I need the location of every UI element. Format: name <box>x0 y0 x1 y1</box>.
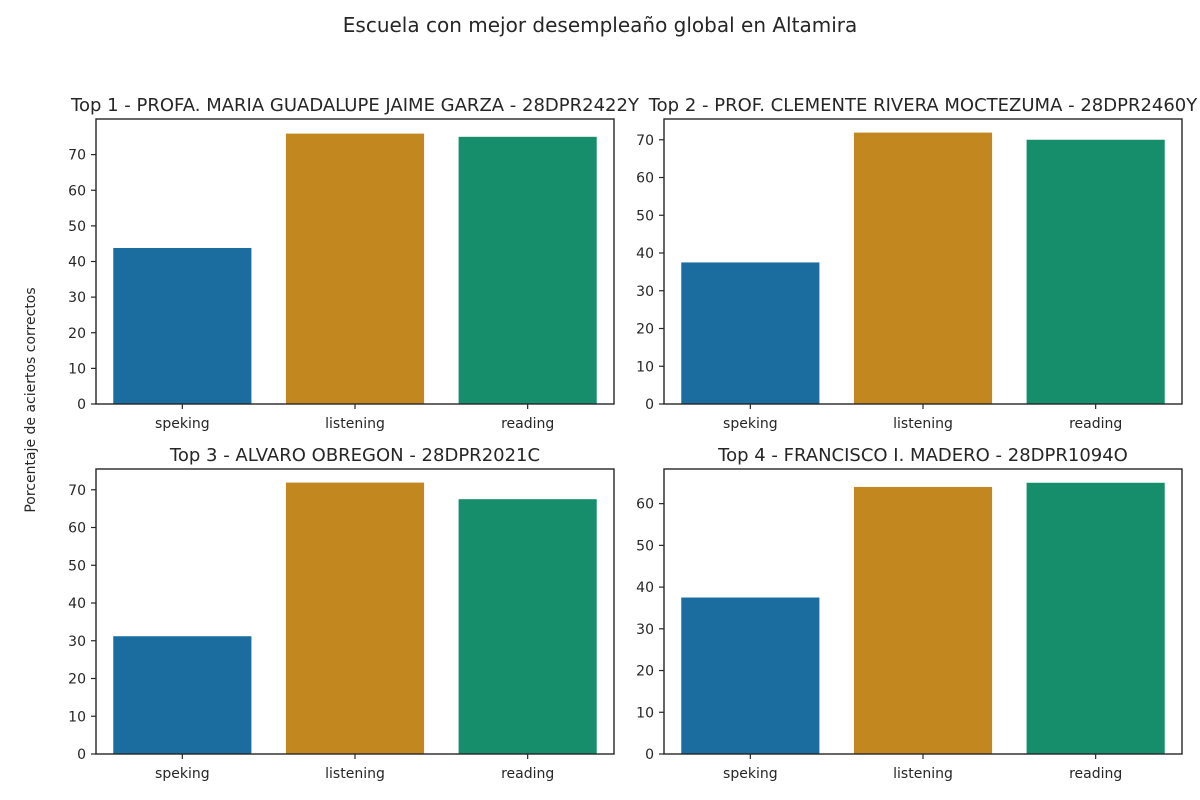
y-tick-label: 10 <box>68 709 86 725</box>
y-tick-label: 60 <box>636 497 654 513</box>
y-tick-label: 20 <box>68 672 86 688</box>
y-tick-label: 30 <box>636 284 654 300</box>
chart-panel-2: Top 2 - PROF. CLEMENTE RIVERA MOCTEZUMA … <box>636 95 1198 432</box>
y-tick-label: 40 <box>68 596 86 612</box>
x-tick-label: listening <box>325 766 385 782</box>
bar-listening <box>853 132 993 404</box>
y-tick-label: 30 <box>68 290 86 306</box>
y-tick-label: 30 <box>68 634 86 650</box>
axes-frame <box>663 118 1183 405</box>
y-tick-label: 0 <box>645 397 654 413</box>
y-tick-label: 50 <box>636 208 654 224</box>
y-tick-label: 50 <box>636 538 654 554</box>
x-tick-label: reading <box>1069 416 1122 432</box>
y-tick-label: 20 <box>68 326 86 342</box>
x-tick-label: reading <box>1069 766 1122 782</box>
chart-panel-3: Top 3 - ALVARO OBREGON - 28DPR2021C speki… <box>68 445 615 782</box>
bar-reading <box>1026 139 1165 404</box>
figure-y-axis-label: Porcentaje de aciertos correctos <box>23 287 39 512</box>
chart-title: Top 2 - PROF. CLEMENTE RIVERA MOCTEZUMA … <box>648 95 1199 116</box>
chart-panel-4: Top 4 - FRANCISCO I. MADERO - 28DPR1094O… <box>636 445 1183 782</box>
y-tick-label: 60 <box>68 521 86 537</box>
x-tick-label: listening <box>893 416 953 432</box>
x-tick-label: listening <box>893 766 953 782</box>
y-tick-label: 70 <box>636 133 654 149</box>
y-tick-label: 10 <box>636 705 654 721</box>
x-tick-label: speking <box>723 766 778 782</box>
bar-reading <box>458 136 597 404</box>
chart-panels: Top 1 - PROFA. MARIA GUADALUPE JAIME GAR… <box>68 95 1198 782</box>
y-tick-label: 0 <box>77 397 86 413</box>
axes-frame <box>95 468 615 755</box>
chart-title: Top 4 - FRANCISCO I. MADERO - 28DPR1094O <box>717 445 1128 466</box>
chart-panel-1: Top 1 - PROFA. MARIA GUADALUPE JAIME GAR… <box>68 95 640 432</box>
bar-reading <box>1026 482 1165 754</box>
bar-speking <box>681 597 820 754</box>
bar-listening <box>853 486 993 754</box>
x-tick-label: speking <box>723 416 778 432</box>
bar-listening <box>285 482 425 754</box>
axes-frame <box>663 468 1183 755</box>
x-tick-label: reading <box>501 416 554 432</box>
y-tick-label: 0 <box>645 747 654 763</box>
figure-suptitle: Escuela con mejor desempleaño global en … <box>343 13 857 37</box>
y-tick-label: 40 <box>636 580 654 596</box>
x-tick-label: speking <box>155 766 210 782</box>
y-tick-label: 60 <box>636 171 654 187</box>
y-tick-label: 10 <box>68 361 86 377</box>
y-tick-label: 0 <box>77 747 86 763</box>
y-tick-label: 20 <box>636 664 654 680</box>
x-tick-label: speking <box>155 416 210 432</box>
y-tick-label: 10 <box>636 359 654 375</box>
bar-speking <box>113 247 252 404</box>
y-tick-label: 20 <box>636 322 654 338</box>
y-tick-label: 70 <box>68 483 86 499</box>
bar-speking <box>681 262 820 404</box>
y-tick-label: 40 <box>636 246 654 262</box>
y-tick-label: 50 <box>68 219 86 235</box>
y-tick-label: 50 <box>68 558 86 574</box>
y-tick-label: 30 <box>636 622 654 638</box>
bar-speking <box>113 636 252 754</box>
chart-title: Top 1 - PROFA. MARIA GUADALUPE JAIME GAR… <box>70 95 640 116</box>
bar-listening <box>285 133 425 404</box>
axes-frame <box>95 118 615 405</box>
x-tick-label: listening <box>325 416 385 432</box>
y-tick-label: 40 <box>68 255 86 271</box>
chart-title: Top 3 - ALVARO OBREGON - 28DPR2021C <box>169 445 540 466</box>
y-tick-label: 70 <box>68 148 86 164</box>
y-tick-label: 60 <box>68 183 86 199</box>
bar-reading <box>458 499 597 754</box>
x-tick-label: reading <box>501 766 554 782</box>
